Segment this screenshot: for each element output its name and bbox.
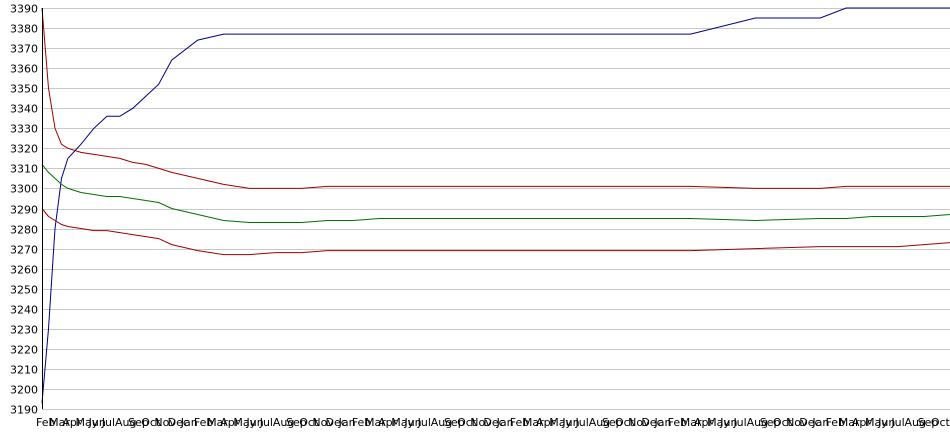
x-tick-label: Oct <box>931 416 950 429</box>
x-tick-label: Dec <box>326 416 347 429</box>
x-tick-label: Dec <box>483 416 504 429</box>
x-tick-label: Nov <box>154 416 176 429</box>
y-tick-label: 3220 <box>10 344 38 357</box>
x-tick-label: Oct <box>299 416 319 429</box>
x-tick-label: May <box>865 416 888 429</box>
y-tick-label: 3230 <box>10 324 38 337</box>
y-axis-tick-labels: 3190 3200 3210 3220 3230 3240 3250 3260 3270 3280… <box>10 3 38 417</box>
x-tick-label: Jun <box>403 416 421 429</box>
x-tick-label: Mar <box>207 416 228 429</box>
x-tick-label: Jun <box>877 416 895 429</box>
x-tick-label: Jan <box>180 416 198 429</box>
y-tick-label: 3190 <box>10 404 38 417</box>
x-tick-label: Oct <box>457 416 477 429</box>
x-tick-label: Feb <box>36 416 55 429</box>
x-tick-label: Sep <box>128 416 149 429</box>
x-tick-label: Feb <box>352 416 371 429</box>
y-tick-label: 3370 <box>10 43 38 56</box>
y-tick-label: 3290 <box>10 204 38 217</box>
x-tick-label: Jun <box>88 416 106 429</box>
series-lines <box>41 7 950 404</box>
x-tick-label: Jun <box>719 416 737 429</box>
y-tick-label: 3200 <box>10 384 38 397</box>
x-tick-label: Aug <box>905 416 926 429</box>
gridlines <box>42 8 950 410</box>
x-tick-label: Sep <box>760 416 781 429</box>
y-tick-label: 3240 <box>10 304 38 317</box>
series-line-1 <box>41 7 950 189</box>
x-tick-label: Oct <box>615 416 635 429</box>
x-tick-label: Jul <box>575 416 589 429</box>
x-tick-label: Aug <box>747 416 768 429</box>
x-tick-label: Jul <box>890 416 904 429</box>
x-tick-label: Jul <box>259 416 273 429</box>
x-tick-label: Aug <box>431 416 452 429</box>
x-tick-label: Jul <box>417 416 431 429</box>
x-tick-label: Nov <box>470 416 492 429</box>
x-tick-label: Oct <box>773 416 793 429</box>
x-tick-label: Nov <box>628 416 650 429</box>
x-tick-label: Nov <box>312 416 334 429</box>
x-tick-label: Jan <box>496 416 514 429</box>
x-tick-label: Dec <box>799 416 820 429</box>
x-tick-label: Dec <box>641 416 662 429</box>
x-tick-label: May <box>233 416 256 429</box>
x-tick-label: Oct <box>141 416 161 429</box>
x-tick-label: Sep <box>286 416 307 429</box>
y-tick-label: 3280 <box>10 224 38 237</box>
x-tick-label: Aug <box>273 416 294 429</box>
x-tick-label: Aug <box>589 416 610 429</box>
y-tick-label: 3340 <box>10 103 38 116</box>
x-tick-label: Sep <box>918 416 939 429</box>
y-tick-label: 3330 <box>10 123 38 136</box>
x-tick-label: Jan <box>811 416 829 429</box>
x-tick-label: Jun <box>561 416 579 429</box>
x-tick-label: Apr <box>62 416 82 429</box>
y-tick-label: 3390 <box>10 3 38 16</box>
y-tick-label: 3300 <box>10 183 38 196</box>
x-tick-label: Mar <box>365 416 386 429</box>
x-tick-label: Dec <box>168 416 189 429</box>
x-tick-label: May <box>707 416 730 429</box>
x-tick-label: Nov <box>786 416 808 429</box>
x-tick-label: May <box>391 416 414 429</box>
y-tick-label: 3320 <box>10 143 38 156</box>
y-tick-label: 3350 <box>10 83 38 96</box>
x-tick-label: Feb <box>510 416 529 429</box>
x-tick-label: Jan <box>653 416 671 429</box>
y-tick-label: 3260 <box>10 264 38 277</box>
x-tick-label: Aug <box>115 416 136 429</box>
x-tick-label: Sep <box>602 416 623 429</box>
y-tick-label: 3360 <box>10 63 38 76</box>
x-tick-label: Apr <box>378 416 398 429</box>
x-tick-label: Apr <box>536 416 556 429</box>
x-tick-label: Jul <box>101 416 115 429</box>
y-tick-label: 3210 <box>10 364 38 377</box>
x-tick-label: Jan <box>338 416 356 429</box>
x-tick-label: Apr <box>220 416 240 429</box>
y-tick-label: 3380 <box>10 23 38 36</box>
x-tick-label: Feb <box>668 416 687 429</box>
y-tick-label: 3270 <box>10 244 38 257</box>
series-line-0 <box>41 7 950 404</box>
x-tick-label: Mar <box>523 416 544 429</box>
x-tick-label: Apr <box>694 416 714 429</box>
x-tick-label: May <box>75 416 98 429</box>
x-tick-label: Feb <box>194 416 213 429</box>
series-line-2 <box>41 164 950 223</box>
series-line-3 <box>41 208 950 256</box>
y-tick-label: 3250 <box>10 284 38 297</box>
x-tick-label: Feb <box>826 416 845 429</box>
x-tick-label: Mar <box>49 416 70 429</box>
x-tick-label: May <box>549 416 572 429</box>
x-tick-label: Jun <box>246 416 264 429</box>
x-tick-label: Mar <box>681 416 702 429</box>
x-tick-label: Mar <box>839 416 860 429</box>
y-tick-label: 3310 <box>10 163 38 176</box>
x-tick-label: Jul <box>732 416 746 429</box>
x-tick-label: Apr <box>852 416 872 429</box>
x-tick-label: Sep <box>444 416 465 429</box>
